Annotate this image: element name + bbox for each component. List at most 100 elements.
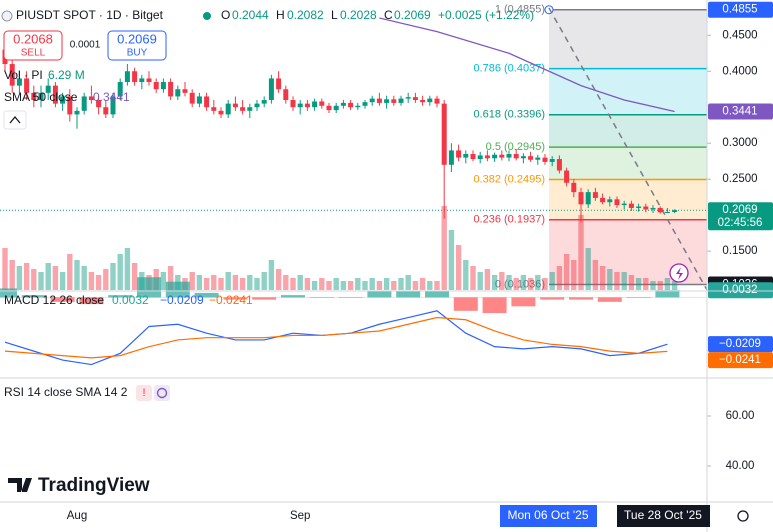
sell-button[interactable]	[3, 30, 63, 61]
candle-body	[88, 96, 94, 101]
candle-body	[103, 107, 109, 115]
volume-bar	[203, 278, 210, 290]
volume-bar	[110, 263, 116, 290]
price-label-box	[708, 1, 773, 18]
volume-bar	[326, 281, 332, 290]
y-tick-label: 0.1500	[722, 245, 757, 257]
y-tick-label: 0.2500	[722, 173, 757, 185]
candle-body	[621, 203, 627, 206]
histogram-bar	[396, 290, 421, 298]
ohlc-value: 0.2069	[394, 8, 431, 22]
candle-body	[268, 78, 274, 101]
volume-bar	[643, 278, 649, 290]
candle-body	[204, 96, 210, 108]
symbol: PIUSDT SPOT · 1D · Bitget	[16, 8, 164, 22]
ohlc-value: 0.2028	[340, 8, 377, 22]
candle-body	[506, 153, 512, 158]
volume-bar	[355, 278, 361, 290]
volume-bar	[398, 278, 404, 290]
histogram-bar	[194, 292, 219, 298]
fib-label: 0.5 (0.2945)	[486, 141, 545, 153]
indicator-label: RSI 14 close SMA 14 2	[4, 385, 128, 399]
warning-icon[interactable]	[136, 385, 152, 401]
candle-body	[168, 82, 174, 97]
candle-body	[67, 96, 73, 115]
volume-bar	[225, 272, 231, 290]
candle-body	[319, 101, 325, 106]
x-tick-label: Sep	[290, 510, 310, 522]
candle-body	[45, 85, 51, 93]
histogram-bar	[511, 297, 536, 307]
volume-bar	[419, 278, 426, 290]
ohlc-value: 0.2082	[287, 8, 324, 22]
volume-bar	[131, 263, 138, 290]
volume-bar	[95, 275, 102, 290]
volume-bar	[167, 266, 174, 290]
volume-bar	[16, 266, 23, 290]
candle-body	[254, 103, 260, 108]
histogram-bar	[252, 297, 277, 300]
candle-body	[297, 103, 303, 108]
candle-body	[463, 153, 469, 158]
candle-body	[384, 99, 390, 103]
buy-button[interactable]	[107, 30, 167, 61]
volume-bar	[239, 278, 246, 290]
candle-body	[664, 211, 670, 213]
candle-body	[304, 103, 310, 108]
histogram-bar	[453, 297, 478, 311]
candle-body	[110, 96, 116, 115]
settings-icon[interactable]	[737, 510, 749, 522]
volume-bar	[189, 272, 195, 290]
ohlc-label: H	[276, 8, 285, 22]
candle-body	[427, 98, 433, 103]
volume-bar	[499, 272, 505, 290]
candle-body	[139, 78, 145, 83]
price-label-box	[708, 202, 773, 231]
candle-body	[60, 96, 66, 104]
market-status	[203, 12, 211, 20]
candle-body	[434, 98, 440, 104]
fib-zone	[549, 68, 707, 115]
volume-bar	[103, 269, 109, 290]
histogram-bar	[626, 297, 651, 298]
candle-body	[160, 82, 166, 90]
candle-body	[362, 102, 368, 106]
candle-body	[31, 92, 37, 101]
volume-bar	[470, 266, 476, 290]
volume-bar	[2, 248, 8, 290]
candle-body	[52, 85, 58, 104]
logo-mark	[8, 478, 32, 492]
spread: 0.0001	[70, 40, 101, 51]
date-label: Tue 28 Oct '25	[624, 508, 702, 522]
symbol-icon[interactable]	[1, 10, 13, 22]
candle-body	[556, 159, 562, 171]
volume-bar	[664, 278, 671, 290]
candle-body	[96, 100, 102, 108]
rsi-tick-label: 60.00	[726, 410, 755, 422]
volume-bar	[535, 275, 541, 290]
refresh-icon[interactable]	[154, 385, 170, 401]
volume-bar	[369, 278, 375, 290]
histogram-bar	[79, 297, 104, 305]
volume-bar	[650, 281, 656, 290]
candle-body	[240, 107, 246, 111]
candle-body	[592, 192, 598, 198]
ohlc-label: L	[331, 8, 338, 22]
candle-body	[420, 100, 426, 103]
candle-body	[636, 206, 642, 208]
volume-bar	[376, 281, 383, 290]
candle-body	[607, 199, 613, 203]
volume-bar	[247, 275, 253, 290]
histogram-bar	[482, 297, 507, 314]
histogram-bar	[597, 297, 622, 302]
volume-bar	[671, 281, 678, 290]
trend-line	[548, 7, 708, 291]
volume-bar	[254, 278, 260, 290]
candle-body	[549, 159, 555, 162]
volume-bar	[38, 272, 44, 290]
collapse-button[interactable]	[3, 110, 27, 130]
volume-bar	[31, 269, 37, 290]
fib-label: 0.786 (0.4037)	[473, 62, 545, 74]
volume-bar	[578, 215, 584, 290]
